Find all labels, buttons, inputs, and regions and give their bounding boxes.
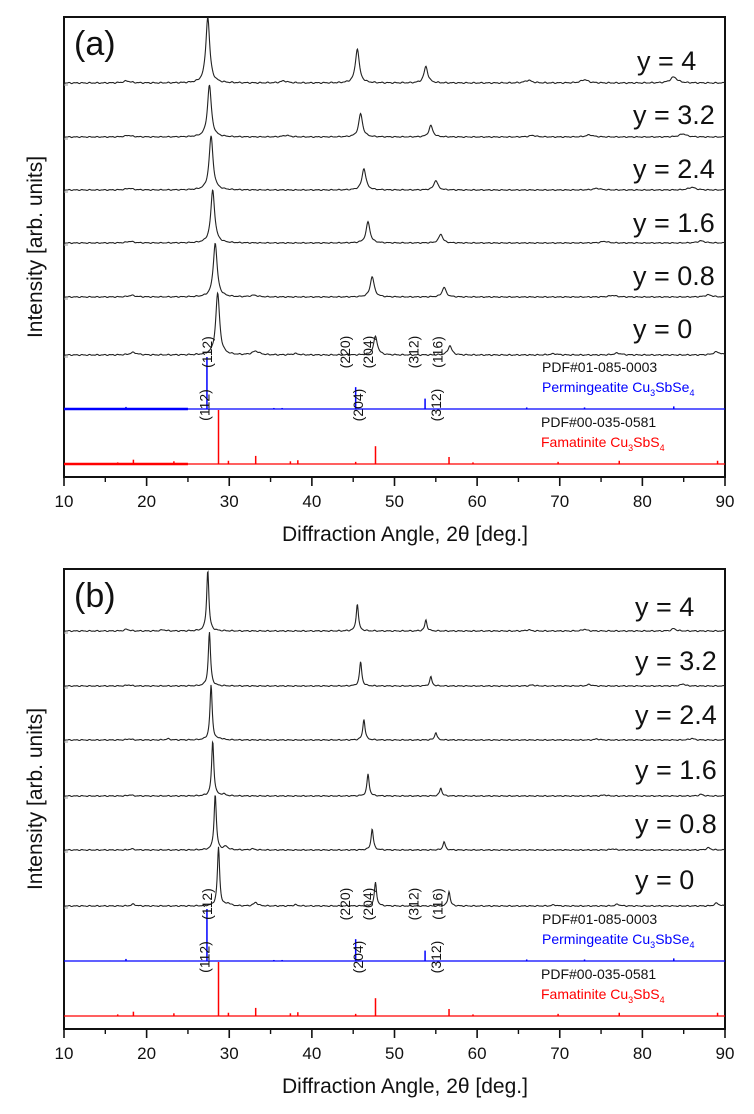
miller-index-label: (116) bbox=[430, 888, 446, 920]
phase-sub: 4 bbox=[660, 995, 665, 1005]
phase-mid: SbSe bbox=[655, 931, 689, 947]
x-tick-label: 80 bbox=[633, 492, 652, 511]
xrd-pattern-2-4 bbox=[63, 684, 726, 742]
x-tick-label: 10 bbox=[55, 492, 74, 511]
phase-sub: 3 bbox=[628, 995, 633, 1005]
miller-index-label: (204) bbox=[350, 941, 366, 974]
panel-b-ref-1-phase: Famatinite Cu3SbS4 bbox=[541, 986, 665, 1005]
x-tick-label: 30 bbox=[220, 1044, 239, 1063]
xrd-pattern-4 bbox=[64, 570, 726, 633]
x-tick-label: 20 bbox=[137, 492, 156, 511]
panel-a-series-label-1: y = 3.2 bbox=[633, 100, 715, 130]
panel-b-label: (b) bbox=[74, 577, 116, 615]
panel-b-ref-1-name: PDF#00-035-0581 bbox=[541, 966, 656, 982]
x-tick-label: 60 bbox=[468, 492, 487, 511]
x-tick-label: 90 bbox=[716, 492, 735, 511]
phase-mid: SbS bbox=[633, 986, 659, 1002]
phase-sub: 4 bbox=[689, 388, 694, 398]
panel-a-ref-0-phase: Permingeatite Cu3SbSe4 bbox=[542, 379, 694, 398]
phase-prefix: Famatinite Cu bbox=[541, 986, 628, 1002]
x-tick-label: 50 bbox=[385, 1044, 404, 1063]
x-tick-label: 50 bbox=[385, 492, 404, 511]
panel-b-ref-0-phase: Permingeatite Cu3SbSe4 bbox=[542, 931, 694, 950]
miller-index-label: (204) bbox=[360, 336, 376, 369]
x-tick-label: 40 bbox=[302, 1044, 321, 1063]
xrd-pattern-4 bbox=[63, 16, 726, 85]
phase-mid: SbSe bbox=[655, 379, 689, 395]
x-tick-label: 70 bbox=[550, 1044, 569, 1063]
x-tick-label: 80 bbox=[633, 1044, 652, 1063]
panel-a-series-label-0: y = 4 bbox=[637, 46, 696, 76]
phase-mid: SbS bbox=[633, 434, 659, 450]
x-tick-label: 30 bbox=[220, 492, 239, 511]
miller-index-label: (220) bbox=[337, 888, 353, 921]
panel-b-series-label-5: y = 0 bbox=[635, 865, 694, 895]
x-tick-label: 20 bbox=[137, 1044, 156, 1063]
phase-sub: 4 bbox=[689, 940, 694, 950]
phase-sub: 4 bbox=[660, 443, 665, 453]
miller-index-label: (204) bbox=[360, 888, 376, 921]
xrd-pattern-0 bbox=[64, 846, 726, 908]
xrd-pattern-1-6 bbox=[63, 740, 726, 798]
panel-b-ylabel: Intensity [arb. units] bbox=[24, 708, 47, 890]
xrd-pattern-1-6 bbox=[63, 189, 726, 245]
xrd-pattern-0-8 bbox=[63, 242, 726, 299]
panel-a-plot: 10 20 30 40 50 60 70 80 90 (112) (220) (204) (312) (1… bbox=[55, 16, 735, 511]
x-tick-label: 40 bbox=[302, 492, 321, 511]
phase-sub: 3 bbox=[628, 443, 633, 453]
panel-b-series-label-3: y = 1.6 bbox=[635, 755, 717, 785]
phase-prefix: Permingeatite Cu bbox=[542, 931, 650, 947]
x-tick-label: 70 bbox=[550, 492, 569, 511]
panel-a-series-label-4: y = 0.8 bbox=[633, 261, 715, 291]
panel-a-series-label-2: y = 2.4 bbox=[633, 154, 715, 184]
panel-a-ref-0-name: PDF#01-085-0003 bbox=[542, 359, 657, 375]
xrd-pattern-0 bbox=[64, 291, 726, 357]
panel-b-plot: 10 20 30 40 50 60 70 80 90 (112) (220) (204) (312) (1… bbox=[55, 568, 735, 1063]
x-tick-label: 60 bbox=[468, 1044, 487, 1063]
miller-index-label: (312) bbox=[428, 941, 444, 974]
panel-b-series-label-0: y = 4 bbox=[635, 592, 694, 622]
phase-sub: 3 bbox=[650, 940, 655, 950]
panel-a-xlabel: Diffraction Angle, 2θ [deg.] bbox=[282, 523, 528, 546]
panel-a-ref-1-phase: Famatinite Cu3SbS4 bbox=[541, 434, 665, 453]
panel-a-ref-1-name: PDF#00-035-0581 bbox=[541, 414, 656, 430]
miller-index-label: (116) bbox=[430, 336, 446, 368]
panel-b-series-label-1: y = 3.2 bbox=[635, 646, 717, 676]
xrd-pattern-3-2 bbox=[63, 632, 726, 688]
miller-index-label: (112) bbox=[197, 389, 213, 421]
phase-prefix: Famatinite Cu bbox=[541, 434, 628, 450]
panel-b: (b) Intensity [arb. units] Diffraction A… bbox=[24, 577, 717, 1098]
panel-b-ref-0-name: PDF#01-085-0003 bbox=[542, 911, 657, 927]
miller-index-label: (312) bbox=[406, 336, 422, 369]
panel-a: (a) Intensity [arb. units] Diffraction A… bbox=[24, 25, 715, 546]
miller-index-label: (112) bbox=[197, 941, 213, 973]
panel-a-series-label-5: y = 0 bbox=[633, 314, 692, 344]
x-tick-label: 90 bbox=[716, 1044, 735, 1063]
xrd-pattern-0-8 bbox=[63, 795, 726, 852]
miller-index-label: (312) bbox=[428, 389, 444, 422]
miller-index-label: (112) bbox=[199, 888, 215, 920]
plot-frame bbox=[63, 568, 726, 1030]
miller-index-label: (112) bbox=[199, 336, 215, 368]
miller-index-label: (312) bbox=[406, 888, 422, 921]
phase-sub: 3 bbox=[650, 388, 655, 398]
panel-a-series-label-3: y = 1.6 bbox=[633, 208, 715, 238]
xrd-pattern-2-4 bbox=[63, 135, 726, 192]
panel-a-ylabel: Intensity [arb. units] bbox=[24, 156, 47, 338]
panel-a-label: (a) bbox=[74, 25, 116, 63]
xrd-pattern-3-2 bbox=[63, 84, 726, 139]
x-tick-label: 10 bbox=[55, 1044, 74, 1063]
panel-b-series-label-2: y = 2.4 bbox=[635, 700, 717, 730]
phase-prefix: Permingeatite Cu bbox=[542, 379, 650, 395]
miller-index-label: (220) bbox=[337, 336, 353, 369]
miller-index-label: (204) bbox=[350, 389, 366, 422]
panel-b-xlabel: Diffraction Angle, 2θ [deg.] bbox=[282, 1075, 528, 1098]
panel-b-series-label-4: y = 0.8 bbox=[635, 809, 717, 839]
